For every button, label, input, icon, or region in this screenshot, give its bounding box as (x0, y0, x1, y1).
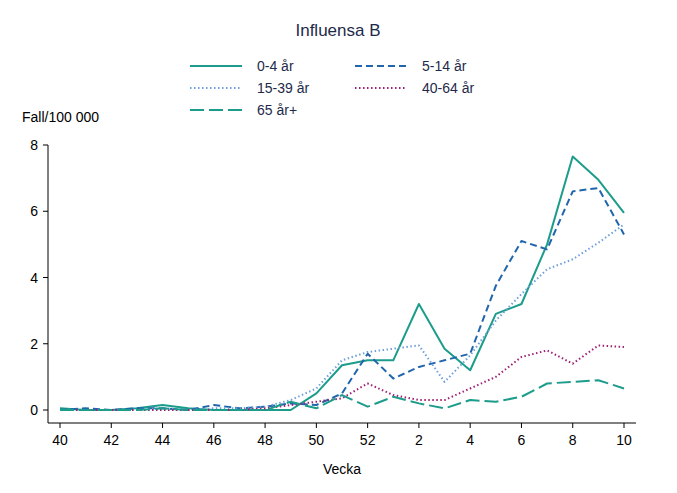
y-tick (43, 277, 48, 278)
x-tick-label: 4 (466, 432, 474, 448)
x-tick-label: 42 (103, 432, 119, 448)
x-tick-label: 46 (206, 432, 222, 448)
y-tick-label: 8 (30, 137, 38, 153)
legend-item: 15-39 år (190, 80, 309, 96)
y-tick-label: 0 (30, 402, 38, 418)
y-tick-label: 6 (30, 203, 38, 219)
y-tick-label: 4 (30, 270, 38, 286)
y-tick-label: 2 (30, 336, 38, 352)
chart: Influensa B 0-4 år 5-14 år 15-39 år 40-64 år… (0, 0, 677, 493)
y-tick (43, 410, 48, 411)
x-axis (48, 423, 636, 424)
legend-item: 65 år+ (190, 102, 297, 118)
legend-swatch (355, 65, 407, 67)
legend-swatch (190, 109, 242, 111)
x-tick (624, 423, 625, 428)
series-line (60, 380, 624, 410)
legend-label: 65 år+ (257, 102, 297, 118)
legend-swatch (355, 87, 407, 89)
x-tick (316, 423, 317, 428)
legend-swatch (190, 65, 242, 67)
x-tick (418, 423, 419, 428)
legend-item: 5-14 år (355, 58, 467, 74)
legend-label: 40-64 år (422, 80, 474, 96)
legend-label: 15-39 år (257, 80, 309, 96)
x-tick-label: 52 (360, 432, 376, 448)
background (0, 0, 677, 493)
x-tick-label: 2 (415, 432, 423, 448)
y-axis-label: Fall/100 000 (22, 109, 99, 125)
y-axis (48, 145, 49, 423)
plot-area (60, 157, 624, 410)
x-tick-label: 6 (518, 432, 526, 448)
x-tick (572, 423, 573, 428)
series-line (60, 188, 624, 410)
y-tick (43, 343, 48, 344)
legend-swatch (190, 87, 242, 89)
x-tick-label: 50 (309, 432, 325, 448)
x-tick (162, 423, 163, 428)
x-tick (470, 423, 471, 428)
title: Influensa B (295, 21, 380, 40)
x-tick (213, 423, 214, 428)
x-tick-label: 48 (257, 432, 273, 448)
x-tick-label: 8 (569, 432, 577, 448)
x-tick-label: 44 (155, 432, 171, 448)
series-line (60, 157, 624, 410)
x-tick (521, 423, 522, 428)
y-tick (43, 145, 48, 146)
x-axis-label: Vecka (323, 461, 361, 477)
x-tick-label: 10 (616, 432, 632, 448)
x-tick (60, 423, 61, 428)
legend-label: 5-14 år (422, 58, 467, 74)
legend-label: 0-4 år (257, 58, 294, 74)
legend-item: 0-4 år (190, 58, 294, 74)
x-tick (367, 423, 368, 428)
series-line (60, 345, 624, 410)
x-tick-label: 40 (52, 432, 68, 448)
x-tick (111, 423, 112, 428)
x-tick (265, 423, 266, 428)
y-tick (43, 211, 48, 212)
legend-item: 40-64 år (355, 80, 474, 96)
series-line (60, 225, 624, 411)
